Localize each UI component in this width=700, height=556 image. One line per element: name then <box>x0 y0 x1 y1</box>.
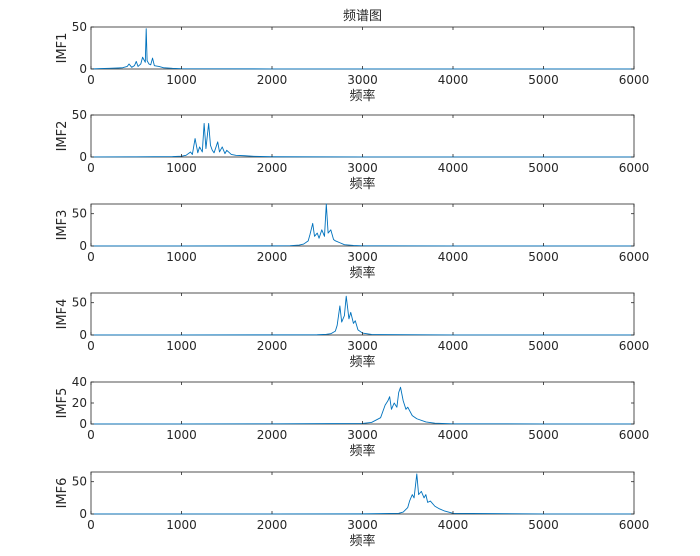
y-tick-label: 50 <box>72 475 87 489</box>
x-tick-label: 2000 <box>257 161 288 175</box>
x-tick-label: 0 <box>87 428 95 442</box>
y-tick-label: 0 <box>79 62 87 76</box>
axes-box <box>90 114 635 158</box>
x-tick-label: 4000 <box>438 73 469 87</box>
x-tick-label: 5000 <box>528 428 559 442</box>
x-tick-label: 2000 <box>257 73 288 87</box>
axes-box <box>90 26 635 70</box>
x-tick-label: 2000 <box>257 250 288 264</box>
x-tick-label: 6000 <box>619 73 650 87</box>
x-tick-label: 6000 <box>619 339 650 353</box>
spectrum-line <box>91 295 634 336</box>
x-tick-label: 1000 <box>166 250 197 264</box>
x-tick-label: 2000 <box>257 339 288 353</box>
y-axis-label: IMF6 <box>55 478 70 509</box>
x-tick-label: 0 <box>87 518 95 532</box>
axes-box <box>90 381 635 425</box>
subplot-imf3: 0 1000 2000 3000 4000 5000 6000 0 50 频率 IMF3 <box>55 203 650 281</box>
x-axis-label: 频率 <box>349 176 375 192</box>
subplot-imf1: 0 1000 2000 3000 4000 5000 6000 0 50 频率 IMF1 <box>55 20 649 104</box>
x-tick-label: 4000 <box>438 161 469 175</box>
axes-box <box>90 471 635 515</box>
x-tick-label: 5000 <box>528 250 559 264</box>
x-tick-label: 0 <box>87 161 95 175</box>
y-tick-label: 0 <box>79 150 87 164</box>
y-tick-label: 50 <box>72 296 87 310</box>
y-tick-label: 0 <box>79 239 87 253</box>
x-axis-label: 频率 <box>349 443 375 459</box>
y-axis-label: IMF4 <box>55 299 70 330</box>
subplot-imf2: 0 1000 2000 3000 4000 5000 6000 0 50 频率 IMF2 <box>55 108 649 192</box>
x-tick-label: 1000 <box>166 428 197 442</box>
y-tick-label: 50 <box>72 207 87 221</box>
x-tick-label: 4000 <box>438 339 469 353</box>
x-tick-label: 4000 <box>438 518 469 532</box>
x-tick-label: 2000 <box>257 428 288 442</box>
y-tick-label: 0 <box>79 328 87 342</box>
x-axis-label: 频率 <box>349 533 375 549</box>
x-tick-label: 1000 <box>166 161 197 175</box>
x-tick-label: 6000 <box>619 250 650 264</box>
x-tick-label: 6000 <box>619 428 650 442</box>
axes-box <box>90 292 635 336</box>
spectrum-line <box>90 28 634 70</box>
y-tick-label: 20 <box>72 396 87 410</box>
spectrum-line <box>91 203 634 247</box>
x-tick-label: 5000 <box>528 161 559 175</box>
x-axis-label: 频率 <box>349 354 375 370</box>
y-tick-label: 50 <box>72 108 87 122</box>
y-axis-label: IMF3 <box>55 210 70 241</box>
x-tick-label: 6000 <box>619 518 650 532</box>
x-tick-label: 1000 <box>166 339 197 353</box>
y-tick-label: 0 <box>79 417 87 431</box>
x-tick-label: 3000 <box>347 339 378 353</box>
x-tick-label: 5000 <box>528 339 559 353</box>
x-tick-label: 3000 <box>347 161 378 175</box>
y-axis-label: IMF5 <box>55 388 70 419</box>
x-tick-label: 3000 <box>347 250 378 264</box>
x-tick-label: 0 <box>87 250 95 264</box>
x-tick-label: 6000 <box>619 161 650 175</box>
x-tick-label: 0 <box>87 73 95 87</box>
x-tick-label: 3000 <box>347 518 378 532</box>
x-tick-label: 3000 <box>347 73 378 87</box>
y-tick-label: 0 <box>79 507 87 521</box>
x-tick-label: 4000 <box>438 250 469 264</box>
y-axis-label: IMF1 <box>55 33 70 64</box>
spectrum-line <box>90 122 634 158</box>
x-tick-label: 1000 <box>166 73 197 87</box>
spectrum-line <box>91 473 634 515</box>
x-tick-label: 5000 <box>528 73 559 87</box>
y-axis-label: IMF2 <box>55 121 70 152</box>
spectrum-line <box>91 386 634 425</box>
figure-title: 频谱图 <box>343 9 382 24</box>
subplot-imf4: 0 1000 2000 3000 4000 5000 6000 0 50 频率 IMF4 <box>55 292 650 370</box>
x-tick-label: 3000 <box>347 428 378 442</box>
x-tick-label: 5000 <box>528 518 559 532</box>
x-tick-label: 4000 <box>438 428 469 442</box>
x-tick-label: 0 <box>87 339 95 353</box>
x-tick-label: 1000 <box>166 518 197 532</box>
x-axis-label: 频率 <box>349 88 375 104</box>
subplot-imf5: 0 1000 2000 3000 4000 5000 6000 0 20 40 频率 IMF5 <box>55 375 649 459</box>
x-tick-label: 2000 <box>257 518 288 532</box>
x-axis-label: 频率 <box>349 265 375 281</box>
y-tick-label: 40 <box>72 375 87 389</box>
y-tick-label: 50 <box>72 20 87 34</box>
axes-box <box>90 203 635 247</box>
subplot-imf6: 0 1000 2000 3000 4000 5000 6000 0 50 频率 IMF6 <box>55 471 650 549</box>
